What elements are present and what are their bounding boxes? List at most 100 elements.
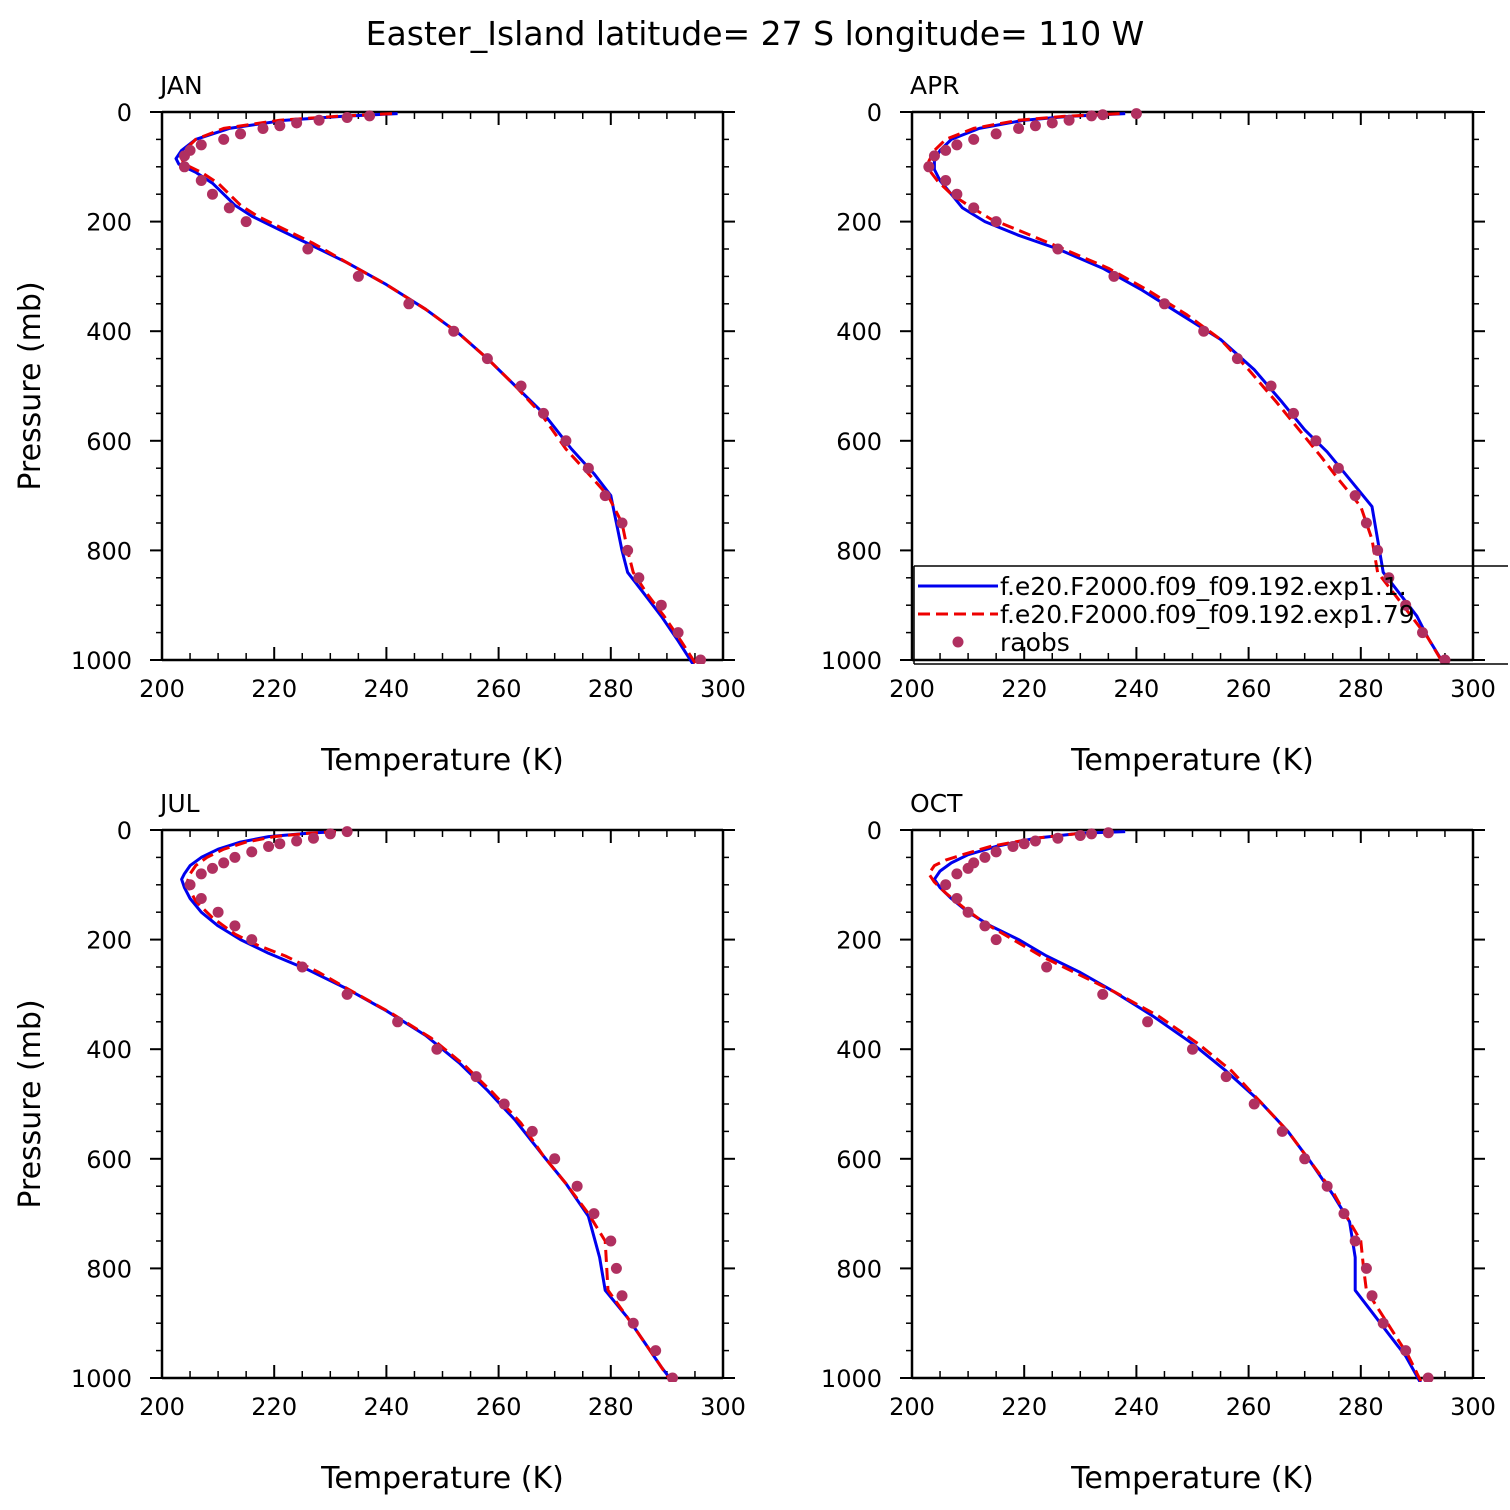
raobs-point-jul bbox=[392, 1016, 404, 1028]
raobs-point-apr bbox=[968, 133, 980, 145]
raobs-point-jan bbox=[537, 407, 549, 419]
raobs-point-jan bbox=[695, 654, 707, 664]
raobs-point-apr bbox=[990, 128, 1002, 140]
y-tick-label-jul: 800 bbox=[86, 1255, 132, 1283]
raobs-point-jan bbox=[235, 128, 247, 140]
raobs-point-jul bbox=[291, 835, 303, 847]
raobs-point-jan bbox=[178, 150, 190, 162]
panel-title-jan: JAN bbox=[158, 71, 203, 100]
raobs-point-apr bbox=[1287, 407, 1299, 419]
raobs-point-apr bbox=[1052, 243, 1064, 255]
raobs-point-oct bbox=[1321, 1180, 1333, 1192]
x-tick-label-jan: 300 bbox=[700, 675, 746, 703]
y-tick-label-jan: 1000 bbox=[71, 647, 132, 675]
raobs-point-jan bbox=[302, 243, 314, 255]
raobs-point-oct bbox=[1349, 1235, 1361, 1247]
x-tick-label-jul: 280 bbox=[588, 1393, 634, 1421]
raobs-point-jan bbox=[515, 380, 527, 392]
raobs-point-oct bbox=[979, 851, 991, 863]
raobs-point-oct bbox=[1074, 829, 1086, 841]
raobs-point-jul bbox=[616, 1290, 628, 1302]
y-tick-label-apr: 1000 bbox=[821, 647, 882, 675]
raobs-point-oct bbox=[990, 846, 1002, 858]
raobs-point-oct bbox=[1220, 1071, 1232, 1083]
raobs-point-oct bbox=[1142, 1016, 1154, 1028]
raobs-point-jan bbox=[313, 114, 325, 126]
raobs-point-oct bbox=[1248, 1098, 1260, 1110]
x-tick-label-oct: 280 bbox=[1338, 1393, 1384, 1421]
panel-apr: 200 220 240 260 280 300 0 200 400 600 800 1000 APR Te… bbox=[821, 71, 1496, 778]
raobs-point-oct bbox=[1276, 1125, 1288, 1137]
raobs-point-apr bbox=[951, 188, 963, 200]
raobs-point-oct bbox=[962, 906, 974, 918]
raobs-point-jan bbox=[274, 120, 286, 132]
raobs-point-jul bbox=[549, 1153, 561, 1165]
raobs-point-jan bbox=[655, 599, 667, 611]
raobs-point-jan bbox=[622, 544, 634, 556]
y-tick-label-jul: 400 bbox=[86, 1036, 132, 1064]
y-tick-label-jan: 200 bbox=[86, 209, 132, 237]
y-tick-label-apr: 800 bbox=[836, 537, 882, 565]
raobs-point-jul bbox=[627, 1317, 639, 1329]
raobs-point-jul bbox=[605, 1235, 617, 1247]
raobs-point-apr bbox=[928, 150, 940, 162]
figure-title: Easter_Island latitude= 27 S longitude= … bbox=[366, 14, 1145, 53]
raobs-point-oct bbox=[951, 893, 963, 904]
raobs-point-apr bbox=[990, 216, 1002, 228]
raobs-point-jan bbox=[481, 353, 493, 365]
x-axis-label-jan: Temperature (K) bbox=[320, 743, 564, 778]
model1-line-jan bbox=[174, 112, 695, 664]
y-tick-label-oct: 400 bbox=[836, 1036, 882, 1064]
x-axis-label-jul: Temperature (K) bbox=[320, 1461, 564, 1496]
y-tick-label-jul: 600 bbox=[86, 1146, 132, 1174]
raobs-point-apr bbox=[1158, 298, 1170, 310]
raobs-point-jan bbox=[582, 462, 594, 474]
raobs-point-jan bbox=[599, 490, 611, 502]
x-tick-label-jan: 280 bbox=[588, 675, 634, 703]
y-axis-label-jul: Pressure (mb) bbox=[13, 999, 48, 1208]
y-tick-label-jul: 1000 bbox=[71, 1365, 132, 1393]
raobs-point-jul bbox=[307, 832, 319, 844]
raobs-point-oct bbox=[979, 920, 991, 932]
raobs-point-apr bbox=[1400, 599, 1412, 611]
legend: f.e20.F2000.f09_f09.192.exp1.1.f.e20.F20… bbox=[913, 565, 1508, 665]
raobs-point-apr bbox=[1198, 325, 1210, 337]
raobs-point-apr bbox=[1265, 380, 1277, 392]
y-tick-label-jul: 0 bbox=[117, 817, 132, 845]
x-tick-label-jul: 260 bbox=[476, 1393, 522, 1421]
raobs-point-jul bbox=[610, 1262, 622, 1274]
raobs-point-oct bbox=[1338, 1208, 1350, 1220]
raobs-point-jul bbox=[246, 846, 258, 858]
panels: 200 220 240 260 280 300 0 200 400 600 800 1000 JAN Te… bbox=[13, 71, 1496, 1496]
raobs-point-jan bbox=[291, 117, 303, 129]
model2-line-jul bbox=[185, 830, 674, 1382]
raobs-point-jan bbox=[672, 627, 684, 639]
x-tick-label-jan: 260 bbox=[476, 675, 522, 703]
legend-label-1: f.e20.F2000.f09_f09.192.exp1.1. bbox=[1000, 572, 1407, 601]
y-tick-label-oct: 0 bbox=[867, 817, 882, 845]
raobs-point-jan bbox=[352, 270, 364, 282]
raobs-point-jul bbox=[229, 851, 241, 863]
x-tick-label-jul: 200 bbox=[139, 1393, 185, 1421]
raobs-point-jan bbox=[240, 216, 252, 228]
raobs-point-apr bbox=[940, 144, 952, 156]
raobs-point-jan bbox=[616, 517, 628, 529]
raobs-point-jan bbox=[341, 111, 353, 123]
raobs-point-jan bbox=[633, 572, 645, 584]
x-tick-label-apr: 200 bbox=[889, 675, 935, 703]
legend-label-3: raobs bbox=[1000, 628, 1070, 657]
raobs-point-apr bbox=[1383, 572, 1395, 584]
model2-line-apr bbox=[927, 112, 1446, 664]
y-tick-label-oct: 600 bbox=[836, 1146, 882, 1174]
y-tick-label-oct: 800 bbox=[836, 1255, 882, 1283]
raobs-point-jan bbox=[218, 133, 230, 145]
raobs-point-jul bbox=[246, 934, 258, 946]
raobs-point-jul bbox=[571, 1180, 583, 1192]
raobs-point-jul bbox=[470, 1071, 482, 1083]
raobs-point-jan bbox=[195, 139, 207, 151]
raobs-point-apr bbox=[968, 202, 980, 214]
raobs-point-apr bbox=[1063, 114, 1075, 126]
panel-oct: 200 220 240 260 280 300 0 200 400 600 800 1000 OCT Te… bbox=[821, 789, 1496, 1496]
y-tick-label-oct: 200 bbox=[836, 927, 882, 955]
